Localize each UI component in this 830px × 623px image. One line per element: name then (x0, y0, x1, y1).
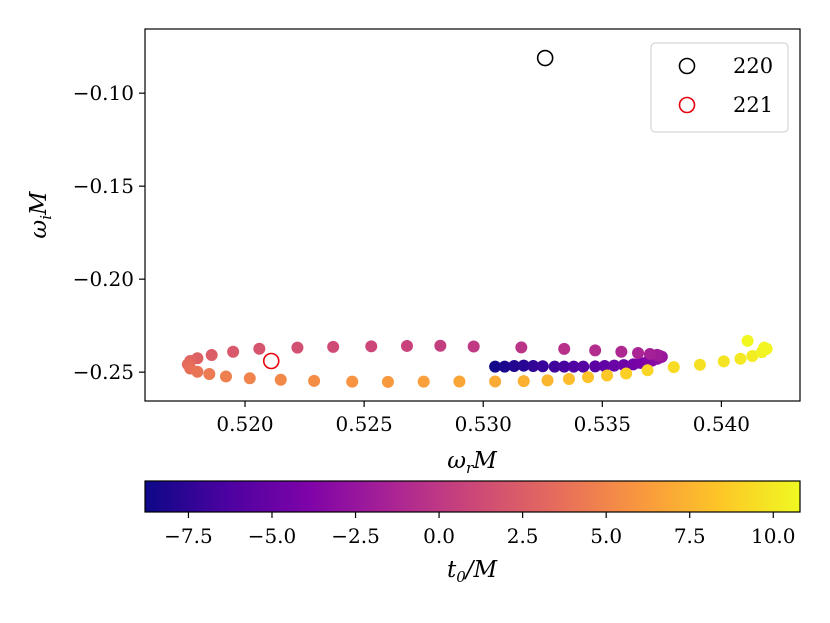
trajectory-points (181, 334, 773, 388)
x-tick-label: 0.530 (455, 412, 512, 436)
colorbar-label-t: t (447, 557, 457, 583)
y-axis-label-mass: M (26, 190, 52, 216)
colorbar-tick-label: −2.5 (331, 524, 380, 548)
trajectory-point (643, 347, 656, 360)
colorbar-gradient (144, 480, 801, 513)
trajectory-point (717, 355, 730, 368)
trajectory-point (734, 352, 747, 365)
trajectory-point (641, 364, 654, 377)
trajectory-point (536, 360, 549, 373)
trajectory-point (693, 358, 706, 371)
trajectory-point (615, 345, 628, 358)
colorbar-tick-label: −5.0 (248, 524, 297, 548)
trajectory-point (508, 360, 521, 373)
colorbar-ticks: −7.5 −5.0 −2.5 0.0 2.5 5.0 7.5 10.0 (164, 512, 796, 548)
colorbar-label-rest: /M (464, 557, 499, 583)
y-tick-label: −0.20 (73, 267, 134, 291)
trajectory-point (365, 340, 378, 353)
trajectory-point (498, 360, 511, 373)
trajectory-point (620, 367, 633, 380)
x-axis-label-sub: r (466, 459, 474, 477)
y-axis-label: ωiM (26, 190, 55, 239)
trajectory-point (567, 360, 580, 373)
trajectory-point (632, 347, 645, 360)
y-tick-label: −0.15 (73, 174, 134, 198)
legend-label-221: 221 (733, 93, 773, 117)
trajectory-point (346, 375, 359, 388)
trajectory-point (467, 340, 480, 353)
trajectory-point (608, 359, 621, 372)
trajectory-point (515, 341, 528, 354)
x-tick-label: 0.535 (574, 412, 631, 436)
colorbar-tick-label: −7.5 (164, 524, 213, 548)
trajectory-point (746, 349, 759, 362)
trajectory-point (401, 339, 413, 352)
trajectory-point (548, 360, 561, 373)
trajectory-point (291, 341, 304, 354)
trajectory-point (760, 342, 773, 355)
trajectory-point (243, 372, 256, 385)
trajectory-point (601, 369, 614, 382)
x-tick-label: 0.525 (335, 412, 392, 436)
trajectory-point (191, 365, 204, 378)
trajectory-point (667, 361, 680, 374)
legend-box (650, 42, 789, 133)
trajectory-point (589, 344, 602, 357)
legend: 220 221 (650, 42, 789, 133)
trajectory-point (582, 371, 595, 384)
trajectory-point (527, 360, 540, 373)
trajectory-point (489, 375, 502, 388)
trajectory-point (489, 360, 502, 373)
legend-label-220: 220 (733, 54, 773, 78)
trajectory-point (327, 340, 340, 353)
trajectory-point (517, 375, 530, 388)
trajectory-point (541, 374, 554, 387)
trajectory-point (558, 360, 571, 373)
trajectory-point (434, 339, 447, 352)
trajectory-point (589, 360, 602, 373)
trajectory-point (308, 374, 321, 387)
colorbar-tick-label: 7.5 (674, 524, 706, 548)
legend-marker-220 (678, 57, 696, 75)
trajectory-point (253, 342, 266, 355)
y-axis-label-sub: i (37, 215, 55, 220)
y-axis-ticks: −0.10 −0.15 −0.20 −0.25 (73, 81, 145, 384)
trajectory-point (381, 375, 394, 388)
colorbar-tick-label: 10.0 (751, 524, 796, 548)
trajectory-point (203, 368, 216, 381)
reference-point-221 (262, 352, 280, 370)
trajectory-point (558, 342, 571, 355)
colorbar-tick-label: 0.0 (423, 524, 455, 548)
reference-qnm-markers (262, 49, 554, 370)
legend-marker-221 (678, 96, 696, 114)
colorbar (144, 480, 801, 513)
trajectory-point (219, 370, 232, 383)
x-axis-ticks: 0.520 0.525 0.530 0.535 0.540 (216, 401, 750, 436)
colorbar-label-sub: 0 (456, 568, 466, 586)
trajectory-point (562, 373, 575, 386)
colorbar-tick-label: 5.0 (590, 524, 622, 548)
trajectory-point (598, 360, 611, 373)
trajectory-point (227, 345, 240, 358)
y-tick-label: −0.10 (73, 81, 134, 105)
trajectory-point (517, 359, 530, 372)
trajectory-point (577, 360, 590, 373)
trajectory-point (453, 375, 466, 388)
x-axis-label: ωrM (447, 448, 498, 477)
x-tick-label: 0.540 (693, 412, 750, 436)
trajectory-point (205, 349, 218, 362)
trajectory-point (741, 334, 754, 347)
x-tick-label: 0.520 (216, 412, 273, 436)
colorbar-label: t0/M (447, 557, 499, 586)
y-axis-label-omega: ω (26, 220, 52, 239)
colorbar-tick-label: 2.5 (507, 524, 539, 548)
trajectory-point (274, 373, 287, 386)
x-axis-label-mass: M (472, 448, 498, 474)
trajectory-point (417, 375, 430, 388)
reference-point-220 (536, 49, 554, 67)
x-axis-label-omega: ω (447, 448, 466, 474)
y-tick-label: −0.25 (73, 360, 134, 384)
